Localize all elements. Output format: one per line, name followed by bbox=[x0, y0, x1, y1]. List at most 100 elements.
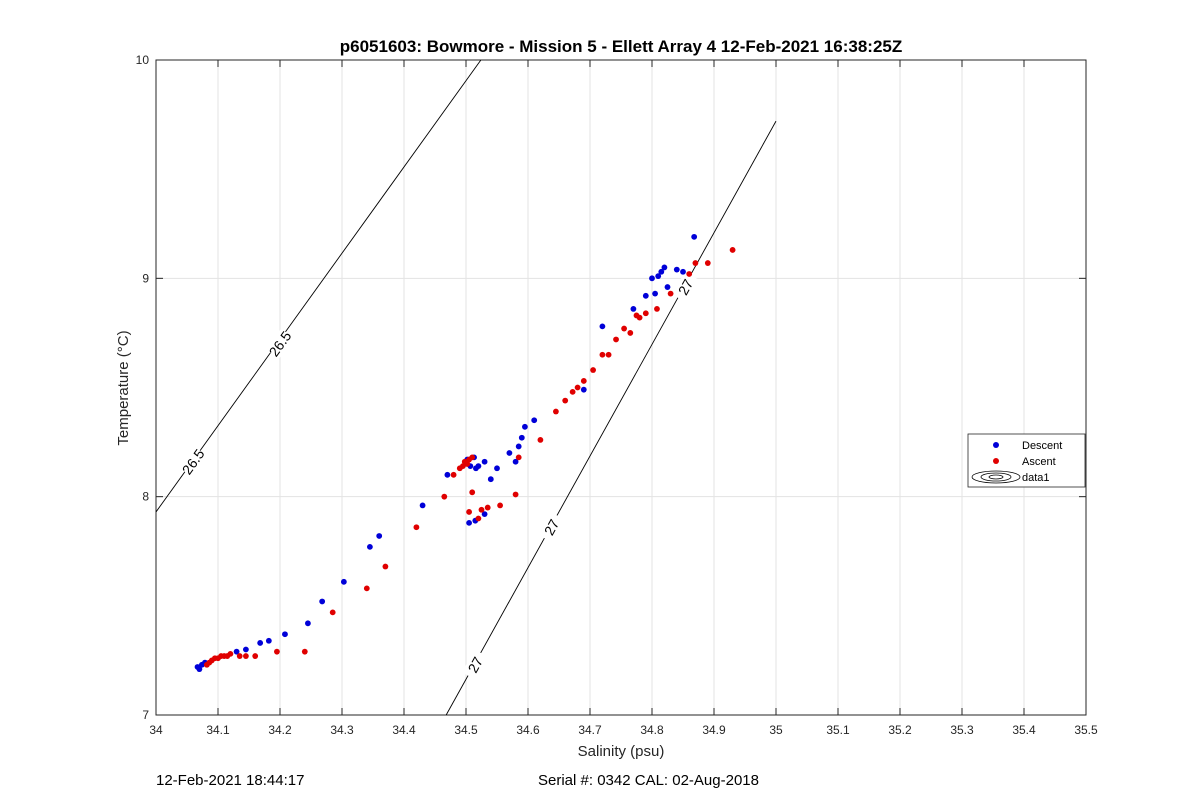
ascent-point bbox=[729, 247, 736, 253]
ascent-point bbox=[574, 384, 581, 391]
x-tick-label: 34.4 bbox=[392, 723, 416, 737]
ascent-point bbox=[382, 563, 389, 570]
ascent-point bbox=[704, 260, 711, 266]
ascent-point bbox=[562, 397, 569, 404]
y-tick-label: 8 bbox=[142, 490, 149, 504]
ascent-point bbox=[654, 306, 660, 312]
descent-point bbox=[243, 646, 249, 653]
descent-point bbox=[522, 423, 528, 430]
descent-point bbox=[444, 471, 451, 478]
ascent-point bbox=[413, 524, 420, 531]
descent-point bbox=[233, 648, 240, 655]
descent-point bbox=[673, 266, 680, 273]
ascent-point bbox=[469, 454, 476, 461]
contour-label-gap bbox=[179, 446, 208, 477]
y-tick-label: 10 bbox=[136, 53, 150, 67]
x-tick-label: 34.5 bbox=[454, 723, 478, 737]
x-tick-label: 35.4 bbox=[1012, 723, 1036, 737]
ascent-point bbox=[252, 653, 259, 659]
legend-descent-marker bbox=[993, 442, 999, 448]
ascent-point bbox=[469, 489, 476, 496]
descent-point bbox=[515, 443, 522, 450]
descent-point bbox=[680, 268, 686, 275]
x-tick-label: 34.7 bbox=[578, 723, 602, 737]
legend-box bbox=[967, 433, 1086, 488]
descent-point bbox=[599, 323, 606, 330]
ascent-point bbox=[667, 290, 674, 297]
ascent-point bbox=[363, 585, 370, 592]
x-tick-label: 34.3 bbox=[330, 723, 354, 737]
descent-point bbox=[466, 519, 472, 526]
ascent-point bbox=[475, 515, 482, 522]
descent-point bbox=[655, 273, 662, 280]
contour-line-26-5 bbox=[155, 59, 482, 513]
x-tick-label: 35.1 bbox=[826, 723, 850, 737]
descent-point bbox=[512, 458, 519, 465]
descent-point bbox=[481, 458, 488, 465]
ascent-point bbox=[642, 310, 649, 317]
ascent-point bbox=[460, 463, 466, 469]
ascent-point bbox=[553, 408, 559, 415]
descent-point bbox=[661, 264, 668, 271]
series-descent bbox=[194, 233, 698, 673]
x-tick-label: 34.6 bbox=[516, 723, 540, 737]
contour-label: 27 bbox=[465, 654, 487, 676]
plot-area bbox=[155, 59, 1087, 716]
x-tick-label: 35.5 bbox=[1074, 723, 1098, 737]
y-tick-label: 9 bbox=[142, 271, 149, 285]
contour-line-27 bbox=[445, 120, 777, 716]
x-tick-label: 34.9 bbox=[702, 723, 726, 737]
x-axis-label: Salinity (psu) bbox=[578, 743, 665, 760]
ascent-point bbox=[484, 504, 491, 511]
descent-point bbox=[664, 284, 671, 290]
legend-data1-label: data1 bbox=[1022, 472, 1050, 484]
ascent-point bbox=[613, 336, 619, 343]
ascent-point bbox=[227, 650, 234, 657]
ascent-point bbox=[537, 437, 544, 443]
x-tick-label: 34.2 bbox=[268, 723, 292, 737]
y-tick-label: 7 bbox=[142, 708, 149, 722]
ascent-point bbox=[686, 271, 693, 277]
descent-point bbox=[475, 463, 482, 469]
ascent-point bbox=[329, 609, 336, 616]
descent-point bbox=[196, 666, 203, 673]
contour-label-gap bbox=[265, 328, 295, 360]
ascent-point bbox=[441, 493, 448, 500]
descent-point bbox=[481, 511, 488, 518]
legend-contour-icon bbox=[971, 470, 1021, 484]
descent-point bbox=[580, 386, 587, 393]
descent-point bbox=[630, 306, 637, 312]
ascent-point bbox=[627, 330, 634, 336]
chart-title: p6051603: Bowmore - Mission 5 - Ellett A… bbox=[340, 37, 903, 56]
ascent-point bbox=[580, 378, 587, 384]
footer-timestamp: 12-Feb-2021 18:44:17 bbox=[156, 772, 305, 789]
contour-label-gap bbox=[538, 511, 565, 543]
x-tick-label: 34 bbox=[149, 723, 163, 737]
descent-point bbox=[487, 476, 494, 483]
descent-point bbox=[658, 268, 665, 275]
descent-point bbox=[691, 233, 698, 240]
descent-point bbox=[652, 290, 658, 297]
ascent-point bbox=[243, 653, 249, 659]
ascent-point bbox=[621, 325, 627, 332]
contour-label-gap bbox=[672, 271, 699, 303]
ascent-point bbox=[569, 388, 576, 395]
legend: Descent Ascent data1 bbox=[967, 433, 1086, 488]
data-points bbox=[194, 233, 736, 673]
series-ascent bbox=[203, 247, 736, 668]
descent-point bbox=[518, 434, 525, 441]
contour-label-gap bbox=[461, 649, 489, 681]
legend-ascent-label: Ascent bbox=[1022, 456, 1056, 468]
ascent-point bbox=[466, 509, 472, 515]
descent-point bbox=[282, 631, 288, 638]
ascent-point bbox=[692, 260, 699, 266]
descent-point bbox=[506, 450, 513, 456]
ascent-point bbox=[497, 502, 503, 509]
x-tick-label: 34.8 bbox=[640, 723, 664, 737]
descent-point bbox=[376, 533, 383, 539]
contour-label: 27 bbox=[675, 276, 697, 298]
descent-point bbox=[367, 543, 373, 550]
descent-point bbox=[642, 292, 649, 299]
